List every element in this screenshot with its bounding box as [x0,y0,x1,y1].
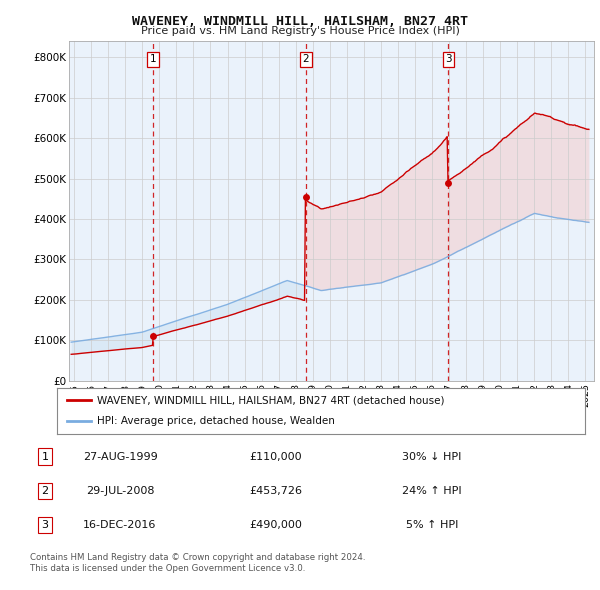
Text: 30% ↓ HPI: 30% ↓ HPI [403,452,461,461]
Text: 24% ↑ HPI: 24% ↑ HPI [402,486,462,496]
Text: HPI: Average price, detached house, Wealden: HPI: Average price, detached house, Weal… [97,416,334,426]
Text: 16-DEC-2016: 16-DEC-2016 [83,520,157,530]
Text: £490,000: £490,000 [250,520,302,530]
Text: Contains HM Land Registry data © Crown copyright and database right 2024.: Contains HM Land Registry data © Crown c… [30,553,365,562]
Text: 1: 1 [41,452,49,461]
Text: 5% ↑ HPI: 5% ↑ HPI [406,520,458,530]
Text: 29-JUL-2008: 29-JUL-2008 [86,486,154,496]
Text: WAVENEY, WINDMILL HILL, HAILSHAM, BN27 4RT (detached house): WAVENEY, WINDMILL HILL, HAILSHAM, BN27 4… [97,395,444,405]
Text: WAVENEY, WINDMILL HILL, HAILSHAM, BN27 4RT: WAVENEY, WINDMILL HILL, HAILSHAM, BN27 4… [132,15,468,28]
Text: Price paid vs. HM Land Registry's House Price Index (HPI): Price paid vs. HM Land Registry's House … [140,26,460,36]
Text: 1: 1 [150,54,157,64]
Text: 2: 2 [41,486,49,496]
Text: 27-AUG-1999: 27-AUG-1999 [83,452,157,461]
Text: 2: 2 [302,54,309,64]
Text: £110,000: £110,000 [250,452,302,461]
Text: £453,726: £453,726 [250,486,302,496]
Text: This data is licensed under the Open Government Licence v3.0.: This data is licensed under the Open Gov… [30,564,305,573]
Text: 3: 3 [41,520,49,530]
Text: 3: 3 [445,54,452,64]
